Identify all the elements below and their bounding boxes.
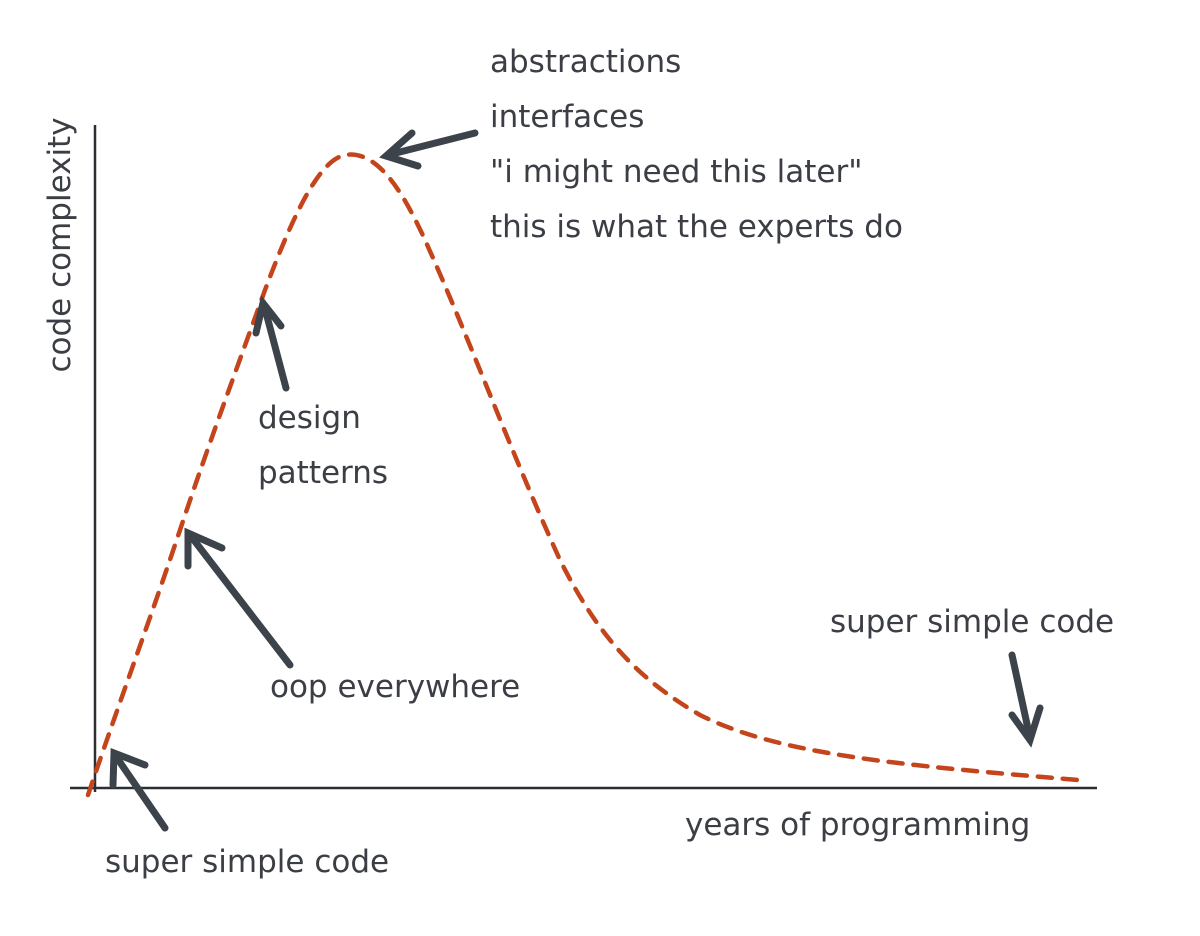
x-axis-label: years of programming — [685, 807, 1030, 843]
design-patterns-label: design — [258, 400, 361, 436]
peak-annotation-line: "i might need this later" — [490, 154, 862, 190]
end-label: super simple code — [830, 604, 1114, 640]
arrow-icon-peak — [379, 129, 479, 170]
peak-annotation-line: interfaces — [490, 99, 644, 135]
y-axis-label: code complexity — [42, 117, 78, 372]
arrow-icon-start — [109, 747, 169, 832]
peak-annotation-line: abstractions — [490, 44, 681, 80]
arrow-icon-oop — [184, 527, 294, 669]
arrow-icon-design-patterns — [252, 295, 290, 392]
peak-annotation-line: this is what the experts do — [490, 209, 903, 245]
oop-label: oop everywhere — [270, 669, 520, 705]
arrow-icon-end — [1008, 651, 1044, 748]
start-label: super simple code — [105, 844, 389, 880]
design-patterns-label: patterns — [258, 455, 388, 491]
complexity-curve — [85, 152, 1081, 798]
